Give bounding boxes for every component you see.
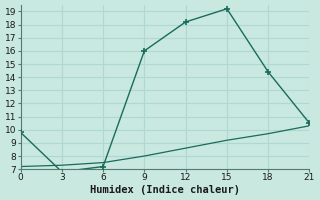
X-axis label: Humidex (Indice chaleur): Humidex (Indice chaleur) — [90, 185, 240, 195]
